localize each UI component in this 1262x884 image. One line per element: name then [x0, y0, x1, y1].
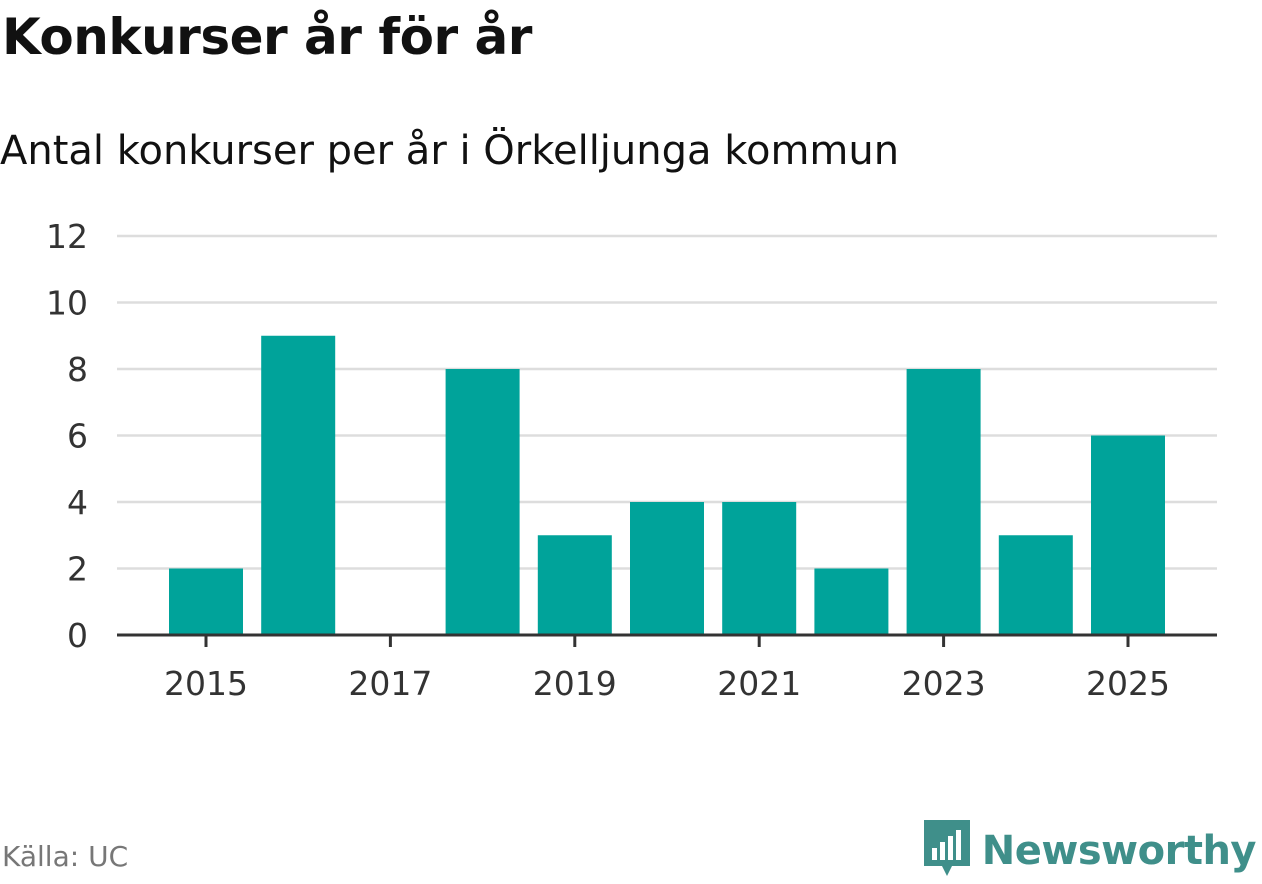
y-tick-label: 6	[67, 417, 88, 456]
y-tick-label: 8	[67, 350, 88, 389]
y-tick-label: 10	[46, 284, 88, 323]
bar-2015[interactable]	[169, 568, 243, 636]
bar-2019[interactable]	[537, 535, 612, 635]
source-note: Källa: UC	[2, 840, 129, 873]
bar-2022[interactable]	[814, 568, 889, 636]
brand-name: Newsworthy	[981, 828, 1257, 874]
bar-2016[interactable]	[261, 335, 336, 635]
x-tick-label: 2017	[348, 664, 432, 703]
x-tick-label: 2025	[1086, 664, 1170, 703]
bar-chart-logo-icon	[922, 818, 972, 884]
tick-labels: 0 2 4 6 8 10 12 2015 2017 2019 2021 2023 2025	[46, 217, 1170, 703]
bar-2021[interactable]	[722, 502, 797, 635]
x-tick-label: 2015	[164, 664, 248, 703]
chart-title: Konkurser år för år	[2, 8, 532, 66]
bar-2024[interactable]	[998, 535, 1073, 635]
bar-2020[interactable]	[630, 502, 704, 635]
y-tick-label: 0	[67, 616, 88, 655]
bars	[169, 335, 1165, 636]
axes	[117, 633, 1217, 647]
bar-2023[interactable]	[906, 369, 981, 635]
chart-subtitle: Antal konkurser per år i Örkelljunga kom…	[0, 128, 900, 174]
x-tick-label: 2023	[902, 664, 986, 703]
y-tick-label: 12	[46, 217, 88, 256]
y-tick-label: 2	[67, 550, 88, 589]
y-tick-label: 4	[67, 483, 88, 522]
bar-2025[interactable]	[1091, 435, 1165, 636]
bar-2018[interactable]	[445, 369, 520, 635]
x-tick-label: 2019	[533, 664, 617, 703]
brand-logo[interactable]: Newsworthy	[922, 818, 1257, 884]
x-tick-label: 2021	[717, 664, 801, 703]
